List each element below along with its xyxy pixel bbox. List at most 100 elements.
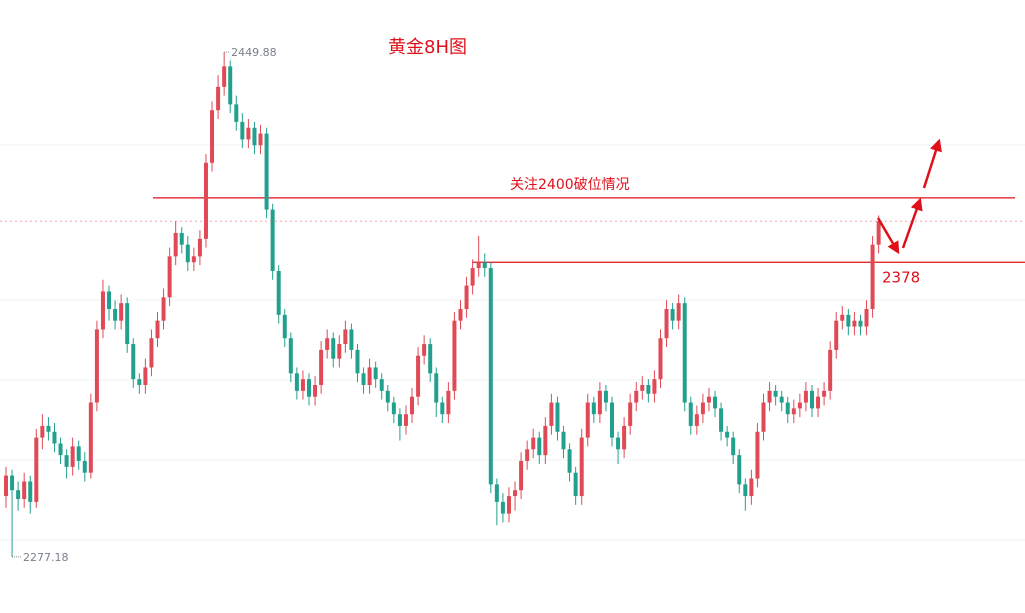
candle-body [197, 238, 202, 257]
candle-body [591, 402, 596, 415]
candle-body [446, 390, 451, 415]
candle-body [46, 425, 51, 432]
candle-body [470, 268, 475, 286]
candle-body [488, 268, 493, 485]
candle-body [76, 446, 81, 461]
candle-body [40, 425, 45, 438]
candle-body [646, 384, 651, 394]
candle-body [234, 104, 239, 122]
candle-body [222, 66, 227, 87]
candle-body [731, 437, 736, 456]
candle-body [282, 314, 287, 339]
candle-body [119, 303, 124, 321]
candle-body [385, 390, 390, 403]
candle-body [797, 402, 802, 409]
candle-body [743, 484, 748, 497]
extreme-label: 2449.88 [231, 46, 277, 59]
candle-body [373, 367, 378, 380]
candle-body [561, 431, 566, 450]
candle-body [513, 490, 518, 497]
candle-body [767, 390, 772, 403]
candle-body [22, 481, 27, 499]
candle-body [822, 390, 827, 397]
extreme-label: 2277.18 [23, 551, 69, 564]
candle-body [761, 402, 766, 432]
candle-body [567, 449, 572, 473]
candle-body [494, 484, 499, 502]
candle-body [294, 373, 299, 391]
candle-body [785, 402, 790, 415]
candle-body [16, 490, 21, 499]
candle-body [416, 355, 421, 397]
candle-body [852, 320, 857, 327]
candle-body [737, 455, 742, 485]
candle-body [755, 431, 760, 479]
candle-body [682, 303, 687, 403]
candle-body [258, 133, 263, 146]
candle-body [555, 402, 560, 432]
candle-body [840, 314, 845, 321]
candle-body [307, 379, 311, 397]
chart-title: 黄金8H图 [388, 37, 467, 58]
candle-body [579, 437, 584, 497]
candle-body [500, 501, 505, 514]
candle-body [319, 349, 324, 385]
annotation-label: 2378 [882, 269, 920, 287]
candle-body [458, 308, 463, 321]
candle-body [664, 308, 669, 339]
candle-body [713, 396, 718, 409]
candle-body [82, 460, 87, 473]
candle-body [543, 425, 548, 456]
candle-body [113, 308, 118, 321]
candle-body [725, 431, 730, 438]
candle-body [531, 437, 536, 450]
candle-body [870, 244, 875, 309]
candle-body [58, 443, 63, 456]
candle-body [452, 320, 457, 391]
candle-body [125, 303, 130, 345]
candle-body [52, 431, 57, 444]
candle-body [161, 297, 166, 321]
candle-body [603, 390, 608, 403]
candle-body [719, 408, 724, 432]
candle-body [834, 320, 839, 350]
candle-body [694, 414, 699, 426]
candle-body [640, 384, 645, 391]
candle-body [276, 270, 281, 315]
annotation-label: 关注2400破位情况 [510, 177, 630, 193]
candle-body [403, 414, 408, 426]
candle-body [94, 329, 99, 403]
candle-body [107, 291, 112, 309]
arrow [922, 138, 942, 189]
candle-body [191, 256, 196, 263]
candle-body [428, 344, 433, 374]
candle-body [300, 379, 305, 391]
candle-body [210, 110, 215, 163]
candle-body [858, 320, 863, 327]
candle-body [597, 390, 602, 415]
candle-body [688, 402, 693, 426]
candle-body [476, 262, 481, 269]
candle-body [525, 449, 530, 461]
candle-body [876, 221, 881, 245]
candle-body [391, 402, 396, 415]
candle-body [64, 455, 69, 467]
candle-body [167, 256, 172, 298]
candle-body [791, 408, 796, 415]
candle-body [434, 373, 439, 403]
candle-body [803, 390, 808, 403]
candle-body [706, 396, 711, 403]
candle-body [658, 338, 663, 380]
candle-body [361, 373, 366, 385]
candle-body [216, 86, 221, 111]
candle-body [670, 308, 675, 321]
candle-body [749, 478, 754, 497]
candle-body [610, 402, 614, 438]
arrow [876, 217, 900, 255]
candle-body [313, 384, 318, 397]
candle-body [519, 460, 524, 491]
candle-body [173, 232, 178, 257]
candle-body [816, 396, 821, 409]
candle-body [828, 349, 833, 391]
candle-body [809, 390, 814, 409]
